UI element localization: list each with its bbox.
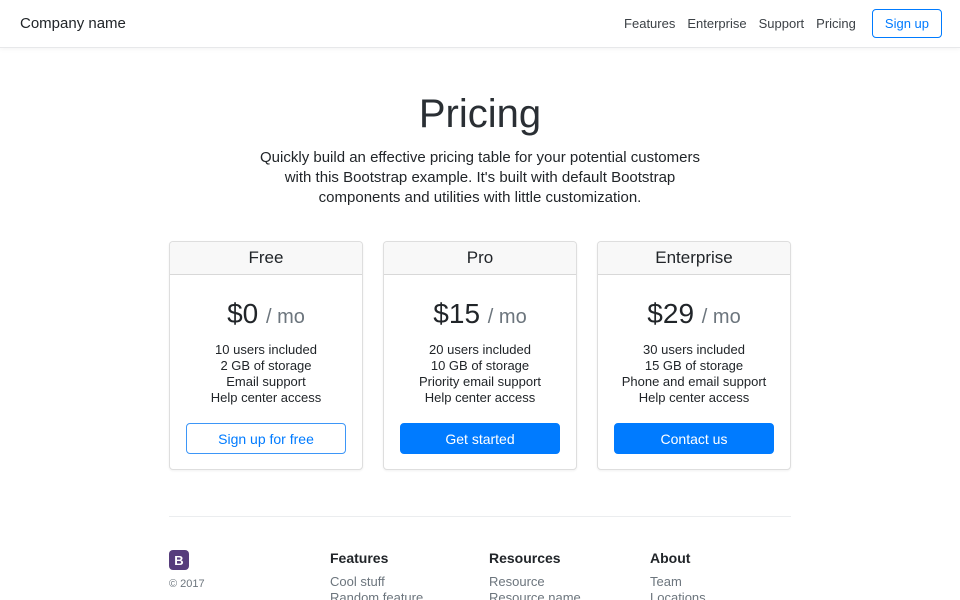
plan-feature: Help center access xyxy=(424,390,536,405)
plan-body: $15 / mo 20 users included 10 GB of stor… xyxy=(384,275,576,469)
pricing-cards: Free $0 / mo 10 users included 2 GB of s… xyxy=(0,241,960,470)
page-description: Quickly build an effective pricing table… xyxy=(260,149,700,206)
pricing-hero: Pricing Quickly build an effective prici… xyxy=(0,48,960,208)
footer-heading: Resources xyxy=(489,550,561,566)
page-title: Pricing xyxy=(418,92,542,136)
pricing-card-enterprise: Enterprise $29 / mo 30 users included 15… xyxy=(597,241,791,470)
plan-feature: Help center access xyxy=(210,390,322,405)
plan-body: $0 / mo 10 users included 2 GB of storag… xyxy=(170,275,362,469)
plan-price: $0 / mo xyxy=(186,298,346,330)
footer-column-about: About Team Locations Privacy Terms xyxy=(650,550,791,600)
plan-feature: Phone and email support xyxy=(621,374,767,389)
footer-link[interactable]: Locations xyxy=(650,590,706,600)
sign-up-button[interactable]: Sign up xyxy=(871,9,942,38)
footer-divider xyxy=(169,516,791,517)
price-amount: $0 xyxy=(227,298,259,329)
footer-column-features: Features Cool stuff Random feature Team … xyxy=(330,550,489,600)
contact-us-button[interactable]: Contact us xyxy=(614,423,774,454)
pricing-card-free: Free $0 / mo 10 users included 2 GB of s… xyxy=(169,241,363,470)
price-amount: $29 xyxy=(647,298,695,329)
plan-feature: Help center access xyxy=(638,390,750,405)
plan-title: Free xyxy=(170,242,362,275)
price-period: / mo xyxy=(487,306,527,328)
nav-link-features[interactable]: Features xyxy=(624,16,676,31)
plan-feature: 30 users included xyxy=(643,342,745,357)
plan-feature: 2 GB of storage xyxy=(220,358,312,373)
pricing-card-pro: Pro $15 / mo 20 users included 10 GB of … xyxy=(383,241,577,470)
plan-feature-list: 20 users included 10 GB of storage Prior… xyxy=(400,342,560,406)
plan-feature-list: 10 users included 2 GB of storage Email … xyxy=(186,342,346,406)
nav-link-support[interactable]: Support xyxy=(758,16,805,31)
footer-link[interactable]: Team xyxy=(650,574,682,589)
footer-heading: About xyxy=(650,550,691,566)
plan-feature: 10 users included xyxy=(215,342,317,357)
plan-title: Enterprise xyxy=(598,242,790,275)
plan-feature: 15 GB of storage xyxy=(644,358,744,373)
plan-price: $29 / mo xyxy=(614,298,774,330)
plan-feature: Email support xyxy=(226,374,306,389)
bootstrap-logo-icon[interactable]: B xyxy=(169,550,189,570)
plan-title: Pro xyxy=(384,242,576,275)
get-started-button[interactable]: Get started xyxy=(400,423,560,454)
price-period: / mo xyxy=(701,306,741,328)
main-nav: Features Enterprise Support Pricing Sign… xyxy=(624,9,942,38)
plan-feature-list: 30 users included 15 GB of storage Phone… xyxy=(614,342,774,406)
plan-feature: Priority email support xyxy=(418,374,542,389)
price-amount: $15 xyxy=(433,298,481,329)
price-period: / mo xyxy=(266,306,305,328)
footer-link[interactable]: Random feature xyxy=(330,590,424,600)
plan-feature: 10 GB of storage xyxy=(430,358,530,373)
sign-up-for-free-button[interactable]: Sign up for free xyxy=(186,423,346,454)
footer-brand-column: B © 2017 xyxy=(169,550,330,600)
footer-heading: Features xyxy=(330,550,389,566)
plan-feature: 20 users included xyxy=(429,342,531,357)
top-navbar: Company name Features Enterprise Support… xyxy=(0,0,960,48)
nav-link-enterprise[interactable]: Enterprise xyxy=(687,16,747,31)
footer-link[interactable]: Cool stuff xyxy=(330,574,385,589)
nav-link-pricing[interactable]: Pricing xyxy=(816,16,856,31)
copyright-text: © 2017 xyxy=(169,578,205,590)
plan-price: $15 / mo xyxy=(400,298,560,330)
page-footer: B © 2017 Features Cool stuff Random feat… xyxy=(169,516,791,600)
brand-link[interactable]: Company name xyxy=(20,15,126,32)
footer-link[interactable]: Resource name xyxy=(489,590,581,600)
footer-link[interactable]: Resource xyxy=(489,574,545,589)
footer-column-resources: Resources Resource Resource name Another… xyxy=(489,550,650,600)
plan-body: $29 / mo 30 users included 15 GB of stor… xyxy=(598,275,790,469)
